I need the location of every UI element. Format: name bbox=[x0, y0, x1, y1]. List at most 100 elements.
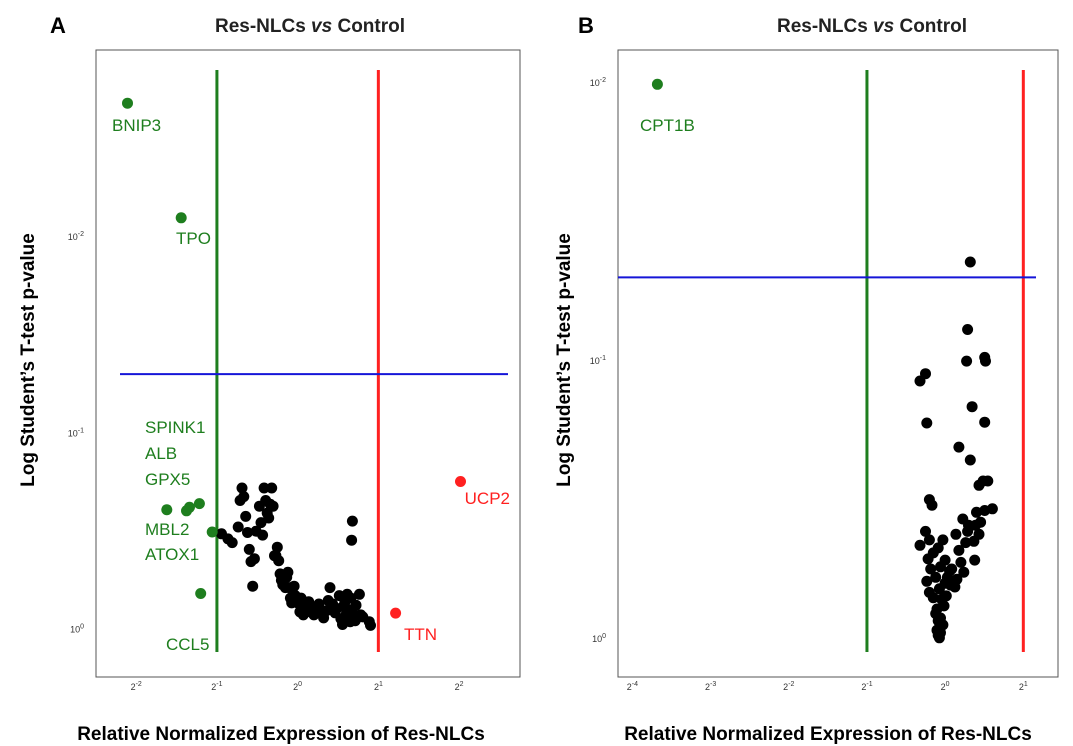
panel-a-label-ccl5: CCL5 bbox=[166, 635, 209, 654]
panel-b-data-point bbox=[964, 454, 976, 466]
panel-a-data-point bbox=[313, 598, 325, 610]
panel-a-x-tick-label: 21 bbox=[374, 681, 383, 692]
panel-b-data-point bbox=[920, 525, 931, 537]
panel-a-data-point bbox=[282, 566, 294, 578]
panel-b-data-point bbox=[920, 368, 931, 380]
panel-b-data-point bbox=[961, 355, 973, 367]
panel-b-data-point bbox=[982, 475, 994, 487]
panel-a-label-ttn: TTN bbox=[404, 625, 437, 644]
panel-b-threshold-lines bbox=[618, 70, 1036, 652]
panel-b-data-point bbox=[946, 563, 958, 575]
panel-a-data-point bbox=[238, 491, 250, 503]
panel-a-x-axis-label: Relative Normalized Expression of Res-NL… bbox=[77, 724, 485, 745]
panel-a-point-bnip3 bbox=[122, 97, 133, 109]
panel-b-data-point bbox=[927, 592, 939, 604]
panel-b-data-point bbox=[930, 571, 942, 583]
panel-a-x-tick-label: 2-2 bbox=[131, 681, 142, 692]
panel-a-data-point bbox=[346, 515, 358, 527]
panel-a-plot-frame bbox=[95, 49, 521, 678]
panel-b-y-ticks: 10-2 10-1 100 bbox=[590, 77, 606, 644]
panel-a-y-tick-label: 10-1 bbox=[68, 427, 84, 438]
panel-a-label-tpo: TPO bbox=[176, 229, 211, 248]
panel-a-point-ttn bbox=[390, 607, 402, 619]
panel-b-data-point bbox=[926, 499, 938, 511]
panel-a-label-spink1: SPINK1 bbox=[145, 418, 205, 437]
panel-a-data-point bbox=[232, 521, 244, 533]
panel-b-data-point bbox=[921, 417, 933, 429]
panel-b-points bbox=[651, 78, 998, 644]
panel-a-data-point bbox=[365, 619, 376, 631]
panel-a-point-tpo bbox=[175, 212, 187, 224]
panel-b-x-tick-label: 2-3 bbox=[705, 681, 716, 692]
panel-b-data-point bbox=[921, 575, 933, 587]
panel-a-group-point bbox=[184, 501, 195, 513]
panel-a-data-point bbox=[257, 529, 269, 541]
panel-b-x-tick-label: 2-1 bbox=[861, 681, 872, 692]
panel-b-data-point bbox=[960, 537, 972, 549]
panel-b-data-point bbox=[986, 503, 998, 515]
panel-b-x-tick-label: 20 bbox=[941, 681, 950, 692]
panel-a-group-point bbox=[193, 498, 205, 510]
panel-b-data-point bbox=[933, 632, 945, 644]
panel-b-data-point bbox=[932, 542, 944, 554]
panel-b-data-point bbox=[914, 539, 926, 551]
panel-b-data-point bbox=[939, 554, 951, 566]
panel-a-data-point bbox=[353, 588, 365, 600]
panel-a-y-tick-label: 10-2 bbox=[68, 231, 84, 242]
panel-b-x-axis-label: Relative Normalized Expression of Res-NL… bbox=[624, 724, 1032, 745]
panel-a-x-ticks: 2-2 2-1 20 21 22 bbox=[131, 681, 464, 692]
panel-b-point-labels: CPT1B bbox=[640, 116, 695, 135]
panel-a-points bbox=[122, 97, 466, 631]
panel-a-label-alb: ALB bbox=[145, 444, 177, 463]
panel-a-data-point bbox=[236, 482, 248, 494]
panel-b-y-tick-label: 100 bbox=[592, 633, 606, 644]
panel-a-point-labels: BNIP3 TPO CCL5 UCP2 TTN SPINK1 ALB GPX5 MBL2 ATOX… bbox=[112, 116, 510, 654]
panel-b-data-point bbox=[980, 355, 991, 367]
panel-a-x-tick-label: 2-1 bbox=[211, 681, 222, 692]
panel-a-data-point bbox=[240, 510, 252, 522]
panel-b-data-point bbox=[973, 528, 985, 540]
panel-a-label-bnip3: BNIP3 bbox=[112, 116, 161, 135]
panel-a-point-ucp2 bbox=[455, 476, 466, 487]
panel-b-data-point bbox=[971, 506, 982, 518]
panel-b-y-axis-label: Log Student’s T-test p-value bbox=[554, 233, 575, 487]
panel-a-label-gpx5: GPX5 bbox=[145, 470, 190, 489]
panel-b-data-point bbox=[938, 600, 950, 612]
panel-a-data-point bbox=[226, 537, 238, 549]
panel-a-data-point bbox=[248, 553, 260, 565]
panel-a-group-point bbox=[206, 526, 218, 538]
panel-b-data-point bbox=[962, 324, 974, 335]
panel-a-x-tick-label: 22 bbox=[455, 681, 464, 692]
panel-a-data-point bbox=[324, 582, 336, 594]
panel-b-x-tick-label: 21 bbox=[1019, 681, 1028, 692]
panel-a-label-ucp2: UCP2 bbox=[465, 489, 510, 508]
panel-a-data-point bbox=[271, 541, 283, 553]
panel-b-data-point bbox=[953, 544, 965, 556]
panel-a-title: Res-NLCs vs Control bbox=[215, 16, 405, 37]
panel-a-data-point bbox=[288, 580, 300, 592]
panel-b-data-point bbox=[950, 528, 962, 540]
panel-b-data-point bbox=[923, 534, 935, 546]
panel-b-title: Res-NLCs vs Control bbox=[777, 16, 967, 37]
panel-a-data-point bbox=[346, 534, 358, 546]
panel-b-data-point bbox=[945, 579, 957, 591]
panel-b-data-point bbox=[957, 513, 969, 525]
panel-b-data-point bbox=[937, 534, 949, 546]
panel-a-data-point bbox=[243, 543, 255, 555]
panel-a-label-atox1: ATOX1 bbox=[145, 545, 199, 564]
panel-b-x-tick-label: 2-2 bbox=[783, 681, 794, 692]
panel-a-x-tick-label: 20 bbox=[293, 681, 302, 692]
panel-a-threshold-lines bbox=[120, 70, 508, 652]
panel-b-data-point bbox=[958, 566, 970, 578]
panel-a-data-point bbox=[267, 500, 279, 512]
panel-b-data-point bbox=[955, 556, 967, 568]
panel-b-data-point bbox=[953, 441, 965, 453]
panel-a-data-point bbox=[350, 599, 362, 611]
panel-b-plot-frame bbox=[617, 49, 1059, 678]
panel-b-data-point bbox=[940, 590, 952, 602]
panel-a-data-point bbox=[303, 596, 315, 608]
panel-b-data-point bbox=[966, 401, 978, 413]
panel-a-group-point bbox=[161, 504, 173, 516]
panel-letter-a: A bbox=[50, 13, 66, 38]
panel-b-point-cpt1b bbox=[651, 78, 663, 90]
